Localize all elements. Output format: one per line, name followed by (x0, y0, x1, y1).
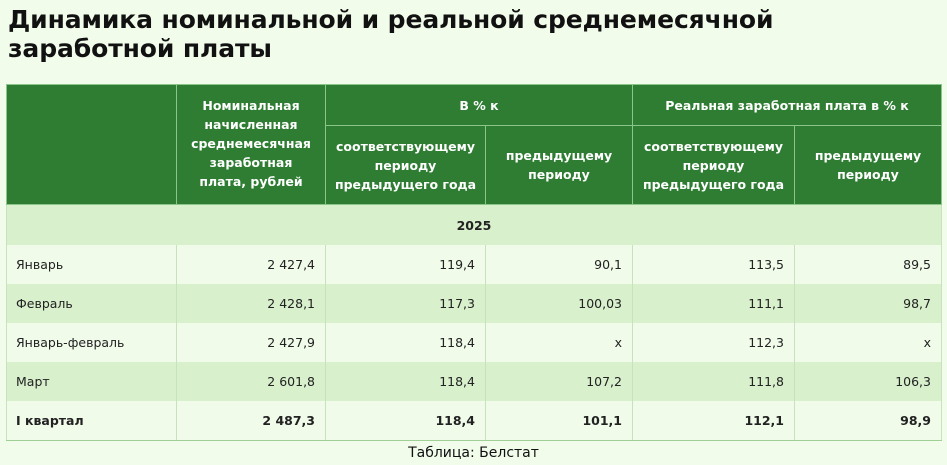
row-label: Февраль (6, 284, 177, 323)
cell-real-yoy: 112,1 (632, 401, 795, 441)
cell-pct-yoy: 118,4 (325, 362, 486, 401)
wage-table: Номинальная начисленная среднемесячная з… (6, 84, 942, 441)
page-title: Динамика номинальной и реальной среднеме… (8, 5, 774, 63)
cell-pct-yoy: 119,4 (325, 245, 486, 284)
table-row: Март 2 601,8 118,4 107,2 111,8 106,3 (6, 362, 942, 401)
header-empty-cell (6, 84, 177, 205)
cell-real-prev: 98,7 (794, 284, 942, 323)
header-percent-group: В % к (325, 84, 633, 126)
table-subheader-row: соответствующему периоду предыдущего год… (7, 125, 942, 205)
table-row: Январь 2 427,4 119,4 90,1 113,5 89,5 (6, 245, 942, 284)
cell-pct-prev: x (485, 323, 633, 362)
header-nominal: Номинальная начисленная среднемесячная з… (176, 84, 326, 205)
row-label: Март (6, 362, 177, 401)
cell-real-prev: x (794, 323, 942, 362)
data-table-container: Номинальная начисленная среднемесячная з… (6, 84, 942, 441)
cell-nominal: 2 427,9 (176, 323, 326, 362)
header-pct-same-period: соответствующему периоду предыдущего год… (325, 125, 486, 205)
table-row-total: I квартал 2 487,3 118,4 101,1 112,1 98,9 (6, 401, 942, 441)
cell-pct-prev: 101,1 (485, 401, 633, 441)
year-row: 2025 (6, 204, 942, 245)
cell-real-yoy: 113,5 (632, 245, 795, 284)
cell-pct-prev: 90,1 (485, 245, 633, 284)
table-source-caption: Таблица: Белстат (408, 445, 539, 461)
cell-real-prev: 98,9 (794, 401, 942, 441)
cell-nominal: 2 428,1 (176, 284, 326, 323)
cell-real-yoy: 111,8 (632, 362, 795, 401)
header-pct-prev-period: предыдущему периоду (485, 125, 633, 205)
cell-real-prev: 106,3 (794, 362, 942, 401)
cell-real-prev: 89,5 (794, 245, 942, 284)
row-label: Январь-февраль (6, 323, 177, 362)
cell-pct-yoy: 117,3 (325, 284, 486, 323)
cell-real-yoy: 111,1 (632, 284, 795, 323)
table-row: Январь-февраль 2 427,9 118,4 x 112,3 x (6, 323, 942, 362)
row-label: I квартал (6, 401, 177, 441)
cell-real-yoy: 112,3 (632, 323, 795, 362)
cell-pct-yoy: 118,4 (325, 401, 486, 441)
header-real-group: Реальная заработная плата в % к (632, 84, 942, 126)
table-header-row: Номинальная начисленная среднемесячная з… (6, 84, 942, 205)
cell-pct-yoy: 118,4 (325, 323, 486, 362)
table-row: Февраль 2 428,1 117,3 100,03 111,1 98,7 (6, 284, 942, 323)
header-real-same-period: соответствующему периоду предыдущего год… (632, 125, 795, 205)
cell-pct-prev: 100,03 (485, 284, 633, 323)
cell-nominal: 2 487,3 (176, 401, 326, 441)
header-real-prev-period: предыдущему периоду (794, 125, 942, 205)
row-label: Январь (6, 245, 177, 284)
cell-nominal: 2 427,4 (176, 245, 326, 284)
cell-pct-prev: 107,2 (485, 362, 633, 401)
cell-nominal: 2 601,8 (176, 362, 326, 401)
year-label: 2025 (6, 204, 942, 245)
